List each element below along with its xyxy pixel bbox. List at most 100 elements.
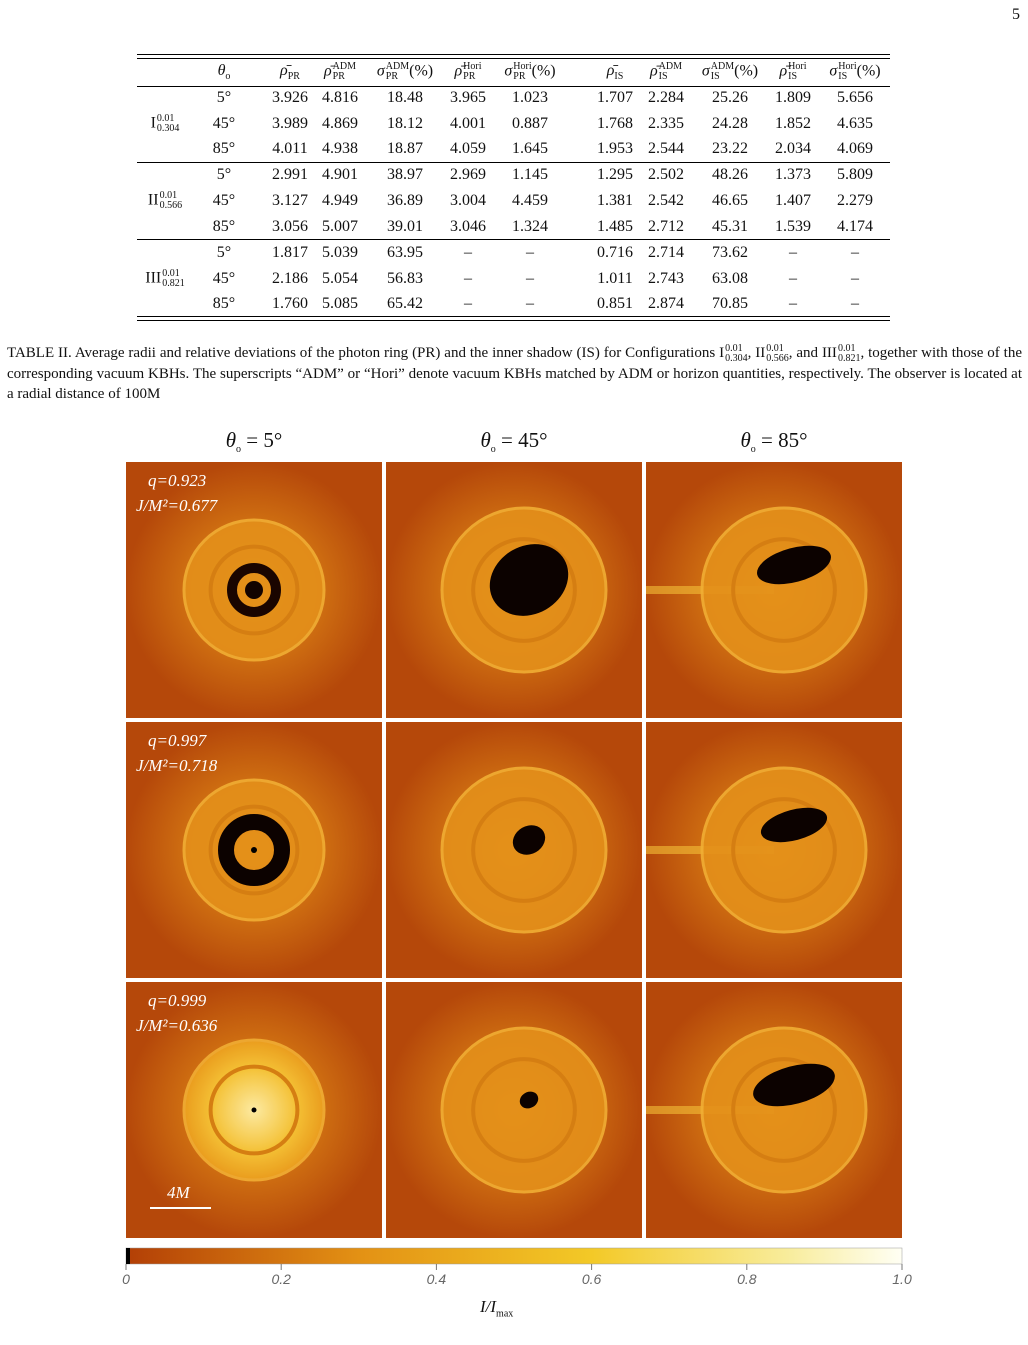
table-cell: 1.011 (597, 270, 633, 287)
colorbar (125, 1247, 903, 1265)
panel-annotation: q=0.999 (148, 991, 207, 1010)
math: III 0.01 0.821 (145, 269, 184, 289)
math-base: ρ̄ (323, 62, 332, 80)
colorbar-tick-label: 0.4 (426, 1271, 447, 1287)
subscript: o (236, 444, 242, 456)
rule (137, 162, 890, 163)
table-cell: 2.284 (648, 89, 684, 106)
panel-annotation: J/M²=0.718 (136, 756, 218, 775)
script-stack: Hori IS (788, 62, 806, 82)
math: III 0.01 0.821 (821, 342, 861, 363)
inner-ring (471, 1057, 577, 1163)
math-base: θ (225, 428, 237, 452)
math: ρ̄ ADM PR (324, 62, 356, 82)
math: I 0.01 0.304 (719, 342, 748, 364)
subscript: PR (513, 71, 526, 82)
table-cell: 63.08 (712, 270, 748, 287)
math: I/Imax (480, 1297, 513, 1319)
table-cell: 1.817 (272, 244, 308, 261)
math-base: ρ̄ (606, 61, 615, 79)
table-cell: 3.056 (272, 218, 308, 235)
table-cell: 4.938 (322, 140, 358, 157)
math: ρ̄ ADM IS (650, 62, 682, 82)
script-stack: 0.01 0.304 (725, 342, 748, 364)
superscript: 0.01 (725, 342, 743, 354)
math-base: III (145, 269, 162, 287)
math: θo = 85° (740, 428, 807, 455)
script-stack: 0.01 0.566 (766, 342, 789, 364)
table-cell: 1.485 (597, 218, 633, 235)
table-cell: 56.83 (387, 270, 423, 287)
rule (137, 239, 890, 240)
math: ρ̄ Hori PR (454, 62, 481, 82)
table-cell: – (789, 270, 797, 287)
table-cell: 85° (212, 140, 236, 157)
math-base: σ (829, 62, 838, 80)
text: , together with those of the correspondi… (7, 345, 1022, 402)
table-cell: 5.039 (322, 244, 358, 261)
subscript: PR (332, 71, 345, 82)
suffix: (%) (409, 62, 434, 80)
shadow (512, 825, 546, 855)
shadow (245, 581, 263, 599)
text: , and (788, 345, 822, 361)
shadow (760, 807, 828, 843)
table-cell: 1.852 (775, 115, 811, 132)
rule (137, 320, 890, 321)
shadow (519, 1091, 539, 1109)
table-cell: 4.069 (837, 140, 873, 157)
center (251, 1107, 257, 1113)
script-stack: Hori PR (513, 62, 531, 82)
table-cell: – (526, 270, 534, 287)
table-cell: 73.62 (712, 244, 748, 261)
table-cell: – (526, 244, 534, 261)
table-cell: 3.127 (272, 192, 308, 209)
table-cell: 4.011 (272, 140, 308, 157)
table-cell: 4.174 (837, 218, 873, 235)
superscript: Hori (838, 61, 857, 72)
center (251, 847, 257, 853)
math: ρ̄ Hori IS (779, 62, 806, 82)
outer-ring (700, 1026, 868, 1194)
inner-ring (731, 797, 837, 903)
table-cell: – (789, 244, 797, 261)
math: σ Hori PR (%) (504, 62, 555, 82)
table-cell: 5.007 (322, 218, 358, 235)
math-base: σ (504, 62, 513, 80)
suffix: (%) (734, 62, 759, 80)
table-cell: 1.373 (775, 166, 811, 183)
table-cell: 63.95 (387, 244, 423, 261)
table-cell: 2.542 (648, 192, 684, 209)
math: II 0.01 0.566 (755, 342, 789, 364)
math: θo = 5° (226, 428, 283, 455)
math: ρ̄IS (607, 62, 624, 82)
table-cell: 2.969 (450, 166, 486, 183)
colorbar-tick-label: 0.8 (737, 1271, 757, 1287)
suffix: (%) (531, 62, 556, 80)
table-cell: 70.85 (712, 295, 748, 312)
script-stack: ADM PR (386, 62, 409, 82)
superscript: 0.01 (837, 342, 856, 354)
script-stack: ADM PR (333, 62, 356, 82)
math: II 0.01 0.566 (148, 191, 182, 211)
table-cell: 5° (216, 244, 232, 261)
math-base: III (821, 345, 837, 361)
table-cell: 3.926 (272, 89, 308, 106)
subscript: 0.566 (159, 200, 183, 211)
superscript: ADM (710, 61, 735, 72)
subscript: IS (614, 71, 624, 83)
superscript: ADM (332, 61, 357, 72)
table-cell: 1.768 (597, 115, 633, 132)
table-cell: 5° (216, 89, 232, 106)
table-cell: 5.656 (837, 89, 873, 106)
math-base: II (147, 191, 159, 209)
superscript: 0.01 (766, 342, 784, 354)
table-cell: 2.991 (272, 166, 308, 183)
shadow (489, 544, 569, 616)
math-base: II (755, 345, 766, 361)
table-cell: 4.635 (837, 115, 873, 132)
subscript: max (496, 1308, 514, 1320)
table-cell: – (464, 295, 472, 312)
inner-ring (208, 1064, 300, 1156)
